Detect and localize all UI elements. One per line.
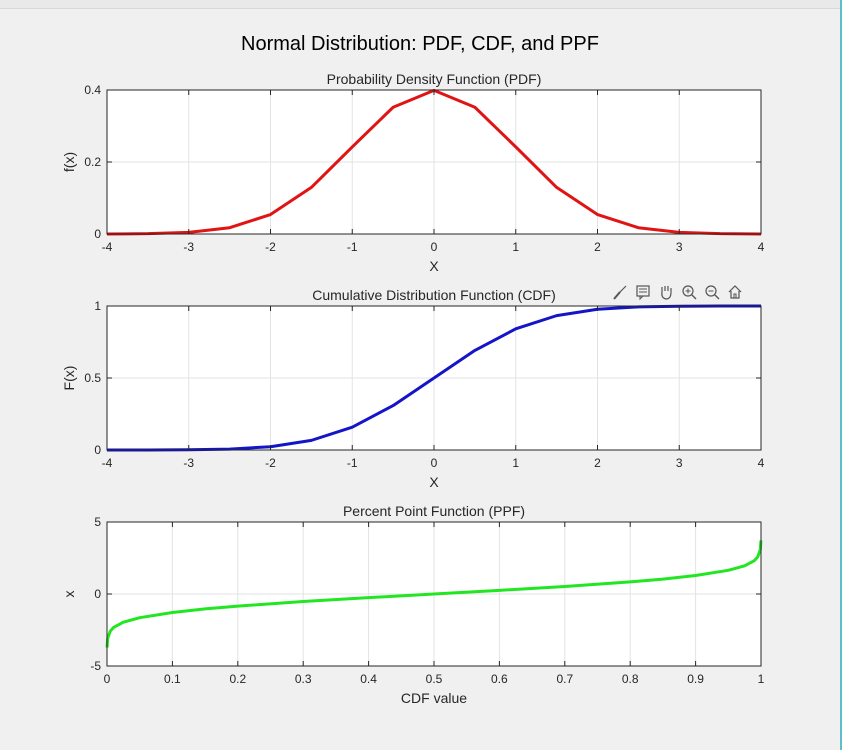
x-tick-label: 1 xyxy=(512,240,519,254)
y-axis-label-pdf: f(x) xyxy=(61,152,77,172)
axes-pdf: -4 -3 -2 -1 0 1 2 3 4 0 0.2 0.4 Probability Density … xyxy=(61,71,765,274)
y-tick-label: 0 xyxy=(94,587,101,601)
home-icon[interactable] xyxy=(725,282,745,302)
x-tick-label: 1 xyxy=(512,456,519,470)
x-tick-label: 4 xyxy=(758,456,765,470)
x-tick-label: 0.5 xyxy=(426,672,443,686)
axes-title-cdf: Cumulative Distribution Function (CDF) xyxy=(312,287,556,303)
x-tick-label: 0.1 xyxy=(164,672,181,686)
axes-toolbar xyxy=(610,280,745,304)
y-tick-label: 0 xyxy=(94,227,101,241)
axes-title-ppf: Percent Point Function (PPF) xyxy=(343,503,525,519)
x-tick-label: -1 xyxy=(347,456,358,470)
data-tips-icon[interactable] xyxy=(633,282,653,302)
x-tick-label: 0.3 xyxy=(295,672,312,686)
x-tick-label: 0.9 xyxy=(687,672,704,686)
series-line-cdf xyxy=(106,304,762,452)
pan-hand-icon[interactable] xyxy=(656,282,676,302)
x-tick-label: 0 xyxy=(431,240,438,254)
x-tick-label: 0.2 xyxy=(229,672,246,686)
y-tick-label: 0 xyxy=(94,443,101,457)
axes-ppf: 0 0.1 0.2 0.3 0.4 0.5 0.6 0.7 0.8 0.9 1-505Percent… xyxy=(61,503,765,706)
x-tick-label: 1 xyxy=(758,672,765,686)
x-axis-label-pdf: X xyxy=(429,258,439,274)
x-tick-label: -4 xyxy=(102,456,113,470)
x-tick-label: 2 xyxy=(594,240,601,254)
series-line-ppf xyxy=(105,540,763,648)
x-tick-label: 4 xyxy=(758,240,765,254)
x-tick-label: 0 xyxy=(431,456,438,470)
x-tick-label: 0.4 xyxy=(360,672,377,686)
x-axis-label-cdf: X xyxy=(429,474,439,490)
x-axis-label-ppf: CDF value xyxy=(401,690,467,706)
axes-title-pdf: Probability Density Function (PDF) xyxy=(327,71,542,87)
axes-cdf: -4 -3 -2 -1 0 1 2 3 4 0 0.5 1 Cumulative Distributio… xyxy=(61,287,765,490)
brush-icon[interactable] xyxy=(610,282,630,302)
x-tick-label: -2 xyxy=(265,456,276,470)
x-tick-label: 0.8 xyxy=(622,672,639,686)
window-top-edge xyxy=(0,0,842,9)
y-tick-label: -5 xyxy=(90,659,101,673)
zoom-out-icon[interactable] xyxy=(702,282,722,302)
x-tick-label: 2 xyxy=(594,456,601,470)
x-tick-label: 0 xyxy=(104,672,111,686)
y-tick-label: 0.2 xyxy=(84,155,101,169)
x-tick-label: 3 xyxy=(676,240,683,254)
window-right-edge xyxy=(840,0,842,750)
x-tick-label: -4 xyxy=(102,240,113,254)
x-tick-label: -2 xyxy=(265,240,276,254)
y-tick-label: 1 xyxy=(94,299,101,313)
figure-title: Normal Distribution: PDF, CDF, and PPF xyxy=(241,33,599,55)
y-axis-label-ppf: x xyxy=(61,591,77,598)
y-tick-label: 0.4 xyxy=(84,83,101,97)
x-tick-label: -3 xyxy=(183,456,194,470)
x-tick-label: 0.6 xyxy=(491,672,508,686)
x-tick-label: 0.7 xyxy=(556,672,573,686)
y-axis-label-cdf: F(x) xyxy=(61,366,77,391)
x-tick-label: -3 xyxy=(183,240,194,254)
x-tick-label: -1 xyxy=(347,240,358,254)
y-tick-label: 5 xyxy=(94,515,101,529)
x-tick-label: 3 xyxy=(676,456,683,470)
y-tick-label: 0.5 xyxy=(84,371,101,385)
zoom-in-icon[interactable] xyxy=(679,282,699,302)
